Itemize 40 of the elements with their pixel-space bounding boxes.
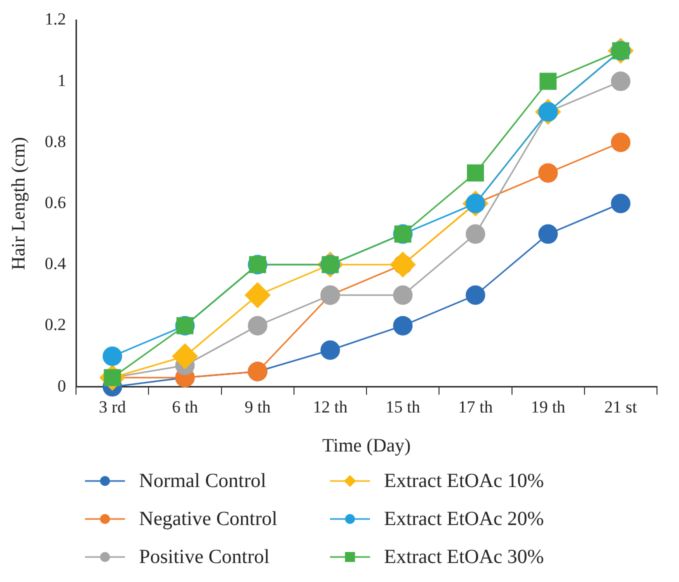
x-tick-label: 9 th (244, 397, 272, 416)
point (393, 285, 413, 305)
point (610, 132, 630, 152)
x-tick-label: 6 th (172, 397, 198, 416)
y-tick-label: 1.2 (44, 10, 66, 29)
y-axis-title: Hair Length (cm) (8, 137, 30, 270)
point (466, 285, 486, 305)
point (102, 346, 122, 366)
x-tick-label: 3 rd (98, 397, 126, 416)
point (466, 224, 486, 244)
legend-label: Normal Control (139, 470, 266, 492)
point (540, 72, 557, 90)
point (390, 252, 416, 278)
point (248, 316, 268, 336)
legend-label: Negative Control (139, 508, 278, 530)
x-tick-label: 19 th (530, 397, 566, 416)
y-tick-label: 1 (58, 70, 66, 90)
legend-label: Positive Control (139, 546, 270, 568)
point (610, 194, 630, 214)
point (393, 316, 413, 336)
point (466, 164, 484, 182)
legend-label: Extract EtOAc 30% (384, 546, 544, 568)
y-tick-label: 0 (58, 376, 66, 396)
point (172, 344, 198, 369)
x-tick-label: 12 th (312, 397, 348, 416)
y-tick-label: 0.6 (44, 192, 66, 212)
y-tick-label: 0.8 (44, 132, 66, 151)
point (538, 224, 558, 244)
x-tick-label: 21 st (604, 397, 638, 416)
point (244, 282, 270, 308)
legend-label: Extract EtOAc 10% (384, 470, 544, 492)
point (610, 72, 630, 92)
x-tick-label: 17 th (458, 397, 494, 416)
y-tick-label: 0.4 (44, 254, 67, 274)
point (320, 340, 340, 360)
legend-label: Extract EtOAc 20% (384, 508, 544, 530)
point (538, 163, 558, 183)
x-axis-title: Time (Day) (322, 436, 411, 457)
x-tick-label: 15 th (386, 397, 421, 416)
y-tick-label: 0.2 (44, 315, 66, 334)
